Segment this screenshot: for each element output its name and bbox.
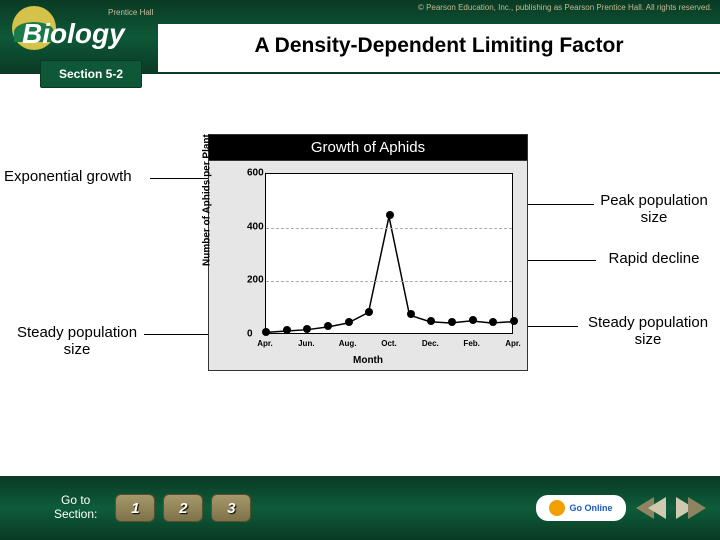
chart-data-point — [489, 318, 497, 326]
logo-text: Biology — [22, 18, 125, 50]
annotation-peak: Peak population size — [594, 192, 714, 227]
bottom-bar: Go to Section: 1 2 3 Go Online — [0, 476, 720, 540]
chart-xtick: Aug. — [339, 339, 357, 348]
prev-arrow-icon-2[interactable] — [648, 497, 666, 519]
annotation-steady-right: Steady population size — [578, 314, 718, 349]
annotation-peak-text: Peak population size — [600, 192, 708, 226]
chart-gridline — [266, 281, 512, 282]
chart-data-point — [365, 308, 373, 316]
chart-data-point — [345, 318, 353, 326]
annotation-steady-left-text: Steady population size — [17, 324, 137, 358]
chart-xtick: Apr. — [505, 339, 521, 348]
chart-data-point — [386, 211, 394, 219]
chart-xtick: Apr. — [257, 339, 273, 348]
nav-arrows — [636, 497, 706, 519]
chart-data-point — [283, 326, 291, 334]
logo-publisher: Prentice Hall — [108, 8, 153, 17]
annotation-steady-left: Steady population size — [2, 324, 152, 359]
chart-data-point — [407, 310, 415, 318]
annotation-exponential-growth: Exponential growth — [4, 168, 132, 185]
chart-data-point — [324, 322, 332, 330]
chart-ytick: 0 — [247, 329, 253, 340]
chart-ytick: 400 — [247, 221, 264, 232]
chart-data-point — [303, 325, 311, 333]
nav-button-3[interactable]: 3 — [211, 494, 251, 522]
chart-ylabel: Number of Aphids per Plant — [202, 134, 213, 266]
goto-label: Go to Section: — [54, 494, 97, 522]
chart-container: Growth of Aphids Number of Aphids per Pl… — [208, 134, 528, 371]
chart-xtick: Dec. — [422, 339, 439, 348]
logo: Biology Prentice Hall — [8, 6, 158, 68]
copyright-text: © Pearson Education, Inc., publishing as… — [418, 3, 712, 12]
annotation-rapid: Rapid decline — [594, 250, 714, 267]
chart-plot-area — [265, 173, 513, 334]
chart-data-point — [262, 328, 270, 336]
nav-button-1[interactable]: 1 — [115, 494, 155, 522]
next-arrow-icon-2[interactable] — [688, 497, 706, 519]
globe-icon — [549, 500, 565, 516]
content-area: Exponential growth Peak population size … — [0, 102, 720, 498]
chart-data-point — [427, 317, 435, 325]
chart-ytick: 200 — [247, 275, 264, 286]
goto-label-text: Go to Section: — [54, 493, 97, 521]
chart-ytick: 600 — [247, 168, 264, 179]
go-online-label: Go Online — [569, 503, 612, 513]
chart-title: Growth of Aphids — [208, 134, 528, 161]
nav-button-2[interactable]: 2 — [163, 494, 203, 522]
chart-xtick: Feb. — [463, 339, 479, 348]
chart-xlabel: Month — [209, 355, 527, 366]
chart-xtick: Jun. — [298, 339, 314, 348]
go-online-button[interactable]: Go Online — [536, 495, 626, 521]
page-title: A Density-Dependent Limiting Factor — [158, 24, 720, 72]
chart-panel: Number of Aphids per Plant Month 0200400… — [208, 161, 528, 371]
section-label: Section 5-2 — [40, 60, 142, 88]
annotation-steady-right-text: Steady population size — [588, 314, 708, 348]
chart-data-point — [510, 317, 518, 325]
chart-line-icon — [266, 174, 512, 334]
chart-data-point — [448, 318, 456, 326]
chart-gridline — [266, 228, 512, 229]
chart-data-point — [469, 316, 477, 324]
chart-xtick: Oct. — [381, 339, 397, 348]
